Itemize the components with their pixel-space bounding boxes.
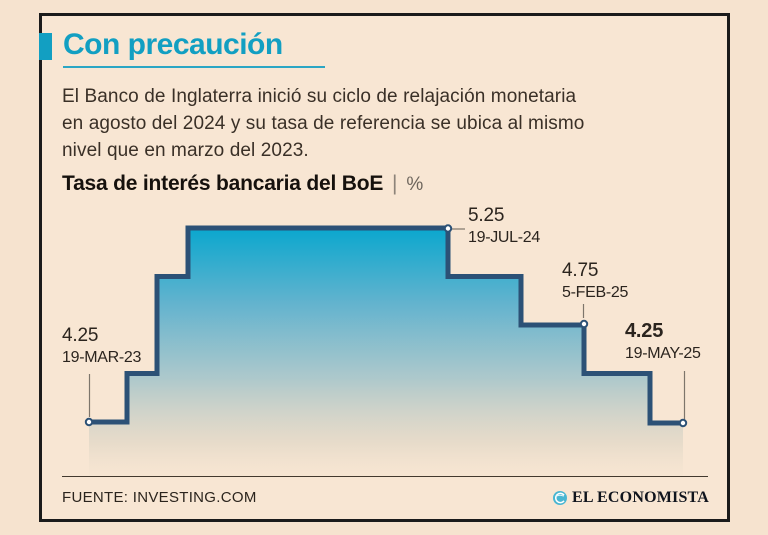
footer-divider	[62, 476, 708, 477]
chart-unit-label: %	[406, 174, 424, 195]
rate-step-line	[89, 225, 683, 426]
rate-area-fill	[89, 228, 683, 478]
page-title: Con precaución	[63, 28, 283, 61]
data-point-markers	[84, 224, 688, 428]
annotation-19-mar-23: 4.25 19-MAR-23	[62, 326, 141, 366]
annotation-19-may-25: 4.25 19-MAY-25	[625, 321, 701, 362]
annotation-value: 4.25	[625, 320, 664, 342]
annotation-value: 4.25	[62, 325, 99, 346]
source-credit: FUENTE: INVESTING.COM	[62, 489, 257, 506]
annotation-date: 19-MAY-25	[625, 345, 701, 362]
title-bullet-square	[39, 33, 52, 60]
intro-line-2: en agosto del 2024 y su tasa de referenc…	[62, 113, 585, 134]
marker-19-mar-23	[84, 417, 94, 427]
annotation-19-jul-24: 5.25 19-JUL-24	[468, 206, 540, 246]
intro-paragraph: El Banco de Inglaterra inició su ciclo d…	[62, 83, 584, 164]
chart-title-separator: |	[392, 172, 398, 195]
brand-wordmark: EL ECONOMISTA	[572, 489, 709, 506]
annotation-date: 5-FEB-25	[562, 284, 629, 301]
annotation-value: 5.25	[468, 205, 505, 226]
intro-line-3: nivel que en marzo del 2023.	[62, 140, 309, 161]
annotation-date: 19-JUL-24	[468, 229, 541, 246]
annotation-value: 4.75	[562, 260, 599, 281]
marker-19-jul-24	[443, 224, 453, 233]
brand-logo: EL ECONOMISTA	[552, 489, 709, 507]
marker-5-feb-25	[579, 319, 589, 329]
title-underline	[63, 66, 325, 68]
chart-title: Tasa de interés bancaria del BoE	[62, 172, 384, 195]
intro-line-1: El Banco de Inglaterra inició su ciclo d…	[62, 86, 577, 107]
el-economista-globe-icon	[553, 491, 567, 505]
chart-title-row: Tasa de interés bancaria del BoE | %	[62, 172, 423, 196]
annotation-leader-lines	[88, 228, 686, 419]
annotation-5-feb-25: 4.75 5-FEB-25	[562, 261, 628, 301]
marker-19-may-25	[678, 418, 688, 428]
annotation-date: 19-MAR-23	[62, 349, 142, 366]
